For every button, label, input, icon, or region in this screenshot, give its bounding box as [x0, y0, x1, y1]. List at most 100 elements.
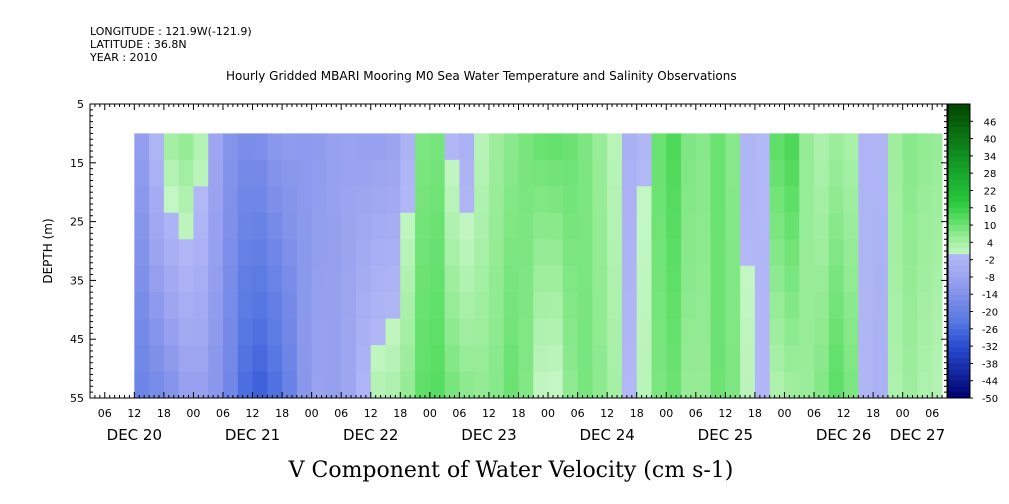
- heatmap-cell: [149, 265, 165, 293]
- heatmap-cell: [163, 292, 180, 320]
- heatmap-cell: [370, 371, 386, 399]
- y-tick-label: 15: [70, 157, 84, 170]
- heatmap-cell: [267, 265, 283, 293]
- heatmap-cell: [695, 133, 711, 161]
- heatmap-cell: [267, 292, 283, 320]
- colorbar-swatch: [948, 230, 970, 237]
- heatmap-cell: [784, 265, 800, 293]
- colorbar-swatch: [948, 282, 970, 289]
- colorbar-swatch: [948, 346, 970, 353]
- x-tick-label: 12: [127, 407, 141, 420]
- heatmap-cell: [341, 345, 357, 372]
- heatmap-cell: [296, 292, 313, 320]
- heatmap-cell: [607, 212, 623, 240]
- heatmap-cell: [193, 371, 209, 399]
- heatmap-cell: [341, 239, 357, 267]
- heatmap-cell: [444, 186, 460, 214]
- heatmap-cell: [902, 159, 918, 187]
- heatmap-cell: [725, 159, 741, 187]
- heatmap-cell: [533, 239, 549, 267]
- heatmap-cell: [887, 345, 904, 372]
- heatmap-cell: [725, 371, 741, 399]
- heatmap-cell: [636, 265, 652, 293]
- heatmap-cell: [592, 318, 608, 346]
- heatmap-cell: [681, 371, 697, 399]
- heatmap-cell: [636, 212, 652, 240]
- heatmap-cell: [636, 318, 652, 346]
- heatmap-cell: [178, 292, 194, 320]
- heatmap-cell: [740, 159, 756, 187]
- heatmap-cell: [725, 318, 741, 346]
- heatmap-cell: [592, 292, 608, 320]
- heatmap-cell: [429, 371, 446, 399]
- heatmap-cell: [858, 133, 874, 161]
- heatmap-cell: [548, 133, 564, 161]
- heatmap-cell: [400, 345, 416, 372]
- heatmap-cell: [902, 371, 918, 399]
- heatmap-cell: [400, 212, 416, 240]
- axes: 06 12 18 00 06 12 18 00 06 12 18 00 06 12 18 00 06 12 18 00…: [70, 98, 948, 444]
- heatmap-cell: [355, 265, 372, 293]
- heatmap-cell: [134, 345, 150, 372]
- heatmap-cell: [917, 212, 933, 240]
- heatmap-cell: [769, 186, 785, 214]
- heatmap-cell: [282, 292, 298, 320]
- heatmap-cell: [636, 186, 652, 214]
- x-day-label: DEC 27: [890, 426, 945, 444]
- heatmap-cell: [163, 265, 180, 293]
- heatmap-cell: [149, 212, 165, 240]
- colorbar-swatch: [948, 115, 970, 122]
- colorbar: 46 40 34 28 22 16 10 4 -2 -8 -14 -20 -26 -32 -38 -44 -50: [947, 103, 998, 405]
- colorbar-swatch: [948, 138, 970, 145]
- heatmap-cell: [843, 371, 859, 399]
- colorbar-swatch: [948, 253, 970, 260]
- colorbar-swatch: [948, 219, 970, 226]
- heatmap-cell: [503, 265, 519, 293]
- heatmap-cell: [222, 292, 239, 320]
- heatmap-cell: [681, 345, 697, 372]
- colorbar-label: 16: [984, 204, 997, 215]
- heatmap-cell: [902, 212, 918, 240]
- heatmap-cell: [385, 318, 401, 346]
- heatmap-cell: [725, 133, 741, 161]
- colorbar-swatch: [948, 155, 970, 162]
- heatmap-cell: [459, 239, 475, 267]
- heatmap-cell: [754, 239, 771, 267]
- heatmap-cell: [518, 318, 534, 346]
- heatmap-cell: [488, 371, 505, 399]
- heatmap-cell: [887, 239, 904, 267]
- heatmap-cell: [208, 318, 224, 346]
- heatmap-cell: [193, 186, 209, 214]
- x-tick-label: 12: [718, 407, 732, 420]
- heatmap-cell: [887, 159, 904, 187]
- x-tick-label: 18: [275, 407, 289, 420]
- heatmap-cell: [932, 159, 943, 187]
- heatmap-cell: [695, 318, 711, 346]
- heatmap-cell: [267, 318, 283, 346]
- y-tick-label: 5: [77, 98, 84, 111]
- colorbar-label: -38: [982, 359, 998, 370]
- heatmap-cell: [370, 159, 386, 187]
- heatmap-cell: [917, 345, 933, 372]
- heatmap-cell: [607, 318, 623, 346]
- heatmap-cell: [252, 212, 268, 240]
- heatmap-cell: [311, 239, 327, 267]
- heatmap-cell: [548, 292, 564, 320]
- heatmap-cell: [828, 265, 844, 293]
- heatmap-cell: [267, 345, 283, 372]
- heatmap-cell: [208, 239, 224, 267]
- heatmap-cell: [769, 133, 785, 161]
- heatmap-cell: [858, 318, 874, 346]
- heatmap-cell: [577, 159, 593, 187]
- heatmap-cell: [326, 239, 342, 267]
- heatmap-cell: [666, 212, 682, 240]
- heatmap-cell: [533, 292, 549, 320]
- heatmap-cell: [917, 159, 933, 187]
- colorbar-swatch: [948, 104, 970, 111]
- heatmap-cell: [326, 186, 342, 214]
- heatmap-cell: [577, 371, 593, 399]
- heatmap-cell: [784, 239, 800, 267]
- heatmap-cell: [415, 371, 431, 399]
- heatmap-cell: [917, 239, 933, 267]
- heatmap-cell: [858, 345, 874, 372]
